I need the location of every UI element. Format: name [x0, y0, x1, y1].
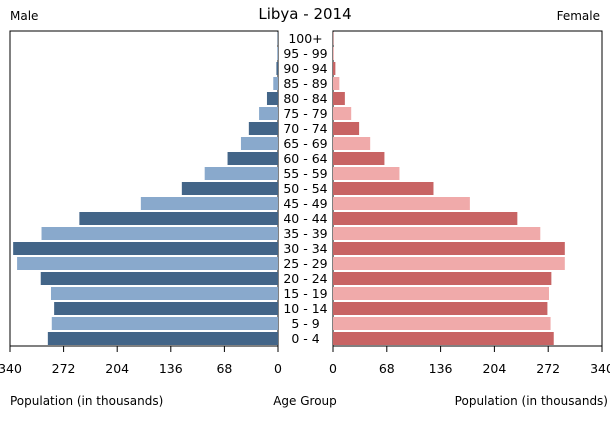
age-group-label: 75 - 79	[283, 106, 327, 121]
male-bar	[277, 47, 278, 60]
age-group-label: 35 - 39	[283, 226, 327, 241]
age-group-label: 60 - 64	[283, 151, 327, 166]
female-bar	[333, 47, 334, 60]
female-bar	[333, 317, 551, 330]
male-bar	[47, 332, 278, 345]
age-group-label: 5 - 9	[291, 316, 319, 331]
x-axis-label-left: Population (in thousands)	[10, 394, 164, 408]
age-group-label: 50 - 54	[283, 181, 327, 196]
age-group-label: 45 - 49	[283, 196, 327, 211]
male-tick-label: 272	[52, 361, 76, 376]
female-bar	[333, 167, 400, 180]
female-tick-label: 0	[329, 361, 337, 376]
female-bar	[333, 77, 340, 90]
age-group-label: 25 - 29	[283, 256, 327, 271]
age-group-label: 85 - 89	[283, 76, 327, 91]
male-bar	[50, 287, 278, 300]
male-bar	[240, 137, 278, 150]
female-bar	[333, 212, 518, 225]
male-tick-label: 0	[274, 361, 282, 376]
female-tick-label: 204	[482, 361, 506, 376]
age-group-label: 95 - 99	[283, 46, 327, 61]
female-bar	[333, 332, 554, 345]
female-bar	[333, 287, 549, 300]
female-bar	[333, 92, 345, 105]
age-group-label: 70 - 74	[283, 121, 327, 136]
x-axis-label-center: Age Group	[273, 394, 337, 408]
female-bar	[333, 122, 360, 135]
age-group-label: 10 - 14	[283, 301, 327, 316]
female-label: Female	[556, 9, 600, 23]
female-bar	[333, 182, 434, 195]
male-bar	[248, 122, 278, 135]
female-tick-label: 272	[536, 361, 560, 376]
male-bar	[266, 92, 278, 105]
female-bar	[333, 107, 352, 120]
female-tick-label: 68	[379, 361, 395, 376]
age-group-label: 55 - 59	[283, 166, 327, 181]
male-bar	[40, 272, 278, 285]
age-group-label: 0 - 4	[291, 331, 319, 346]
male-tick-label: 136	[159, 361, 183, 376]
female-bar	[333, 197, 470, 210]
male-bar	[227, 152, 278, 165]
female-bar	[333, 137, 371, 150]
male-tick-label: 204	[105, 361, 129, 376]
male-bar	[181, 182, 278, 195]
male-bar	[140, 197, 278, 210]
male-bar	[54, 302, 279, 315]
male-bar	[51, 317, 278, 330]
x-axis-label-right: Population (in thousands)	[454, 394, 608, 408]
female-bar	[333, 227, 541, 240]
female-bar	[333, 242, 565, 255]
male-bar	[273, 77, 278, 90]
male-label: Male	[10, 9, 39, 23]
male-bar	[41, 227, 278, 240]
age-group-label: 30 - 34	[283, 241, 327, 256]
male-bar	[259, 107, 278, 120]
male-bar	[13, 242, 278, 255]
female-bar	[333, 257, 565, 270]
age-group-label: 15 - 19	[283, 286, 327, 301]
age-group-label: 40 - 44	[283, 211, 327, 226]
female-tick-label: 340	[590, 361, 610, 376]
female-bar	[333, 272, 552, 285]
age-group-label: 100+	[288, 31, 322, 46]
female-bar	[333, 62, 336, 75]
male-bar	[276, 62, 278, 75]
age-group-label: 90 - 94	[283, 61, 327, 76]
female-tick-label: 136	[429, 361, 453, 376]
male-bar	[79, 212, 278, 225]
male-tick-label: 68	[216, 361, 232, 376]
male-bar	[17, 257, 279, 270]
age-group-label: 20 - 24	[283, 271, 327, 286]
male-bar	[204, 167, 278, 180]
male-tick-label: 340	[0, 361, 22, 376]
age-group-label: 80 - 84	[283, 91, 327, 106]
female-bar	[333, 302, 548, 315]
chart-title: Libya - 2014	[258, 5, 352, 23]
age-group-label: 65 - 69	[283, 136, 327, 151]
female-bar	[333, 152, 385, 165]
